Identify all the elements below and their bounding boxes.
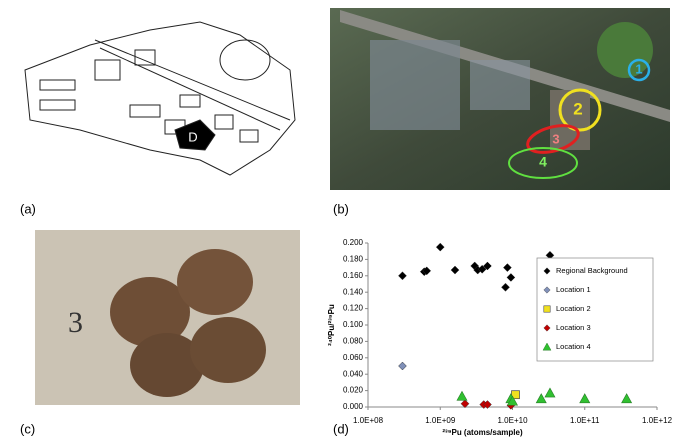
data-point [460, 399, 470, 409]
y-tick-label: 0.140 [343, 287, 364, 296]
legend-label: Location 4 [556, 342, 591, 351]
y-tick-label: 0.000 [343, 402, 364, 411]
data-point [398, 361, 407, 371]
legend-label: Location 2 [556, 304, 591, 313]
data-point [535, 393, 547, 404]
legend [536, 257, 654, 362]
y-tick-label: 0.120 [343, 304, 364, 313]
y-tick-label: 0.080 [343, 337, 364, 346]
data-point [544, 387, 556, 398]
y-tick-label: 0.160 [343, 271, 364, 280]
legend-marker [543, 267, 551, 275]
x-tick-label: 1.0E+12 [642, 416, 673, 425]
site-label: 3 [552, 131, 559, 146]
panel-label: (a) [20, 201, 36, 216]
site-label: 4 [539, 154, 547, 170]
map-marker: D [188, 129, 197, 144]
panel-label: (c) [20, 421, 35, 436]
data-point [422, 266, 432, 276]
legend-label: Location 1 [556, 285, 591, 294]
data-point [456, 390, 468, 401]
data-point [506, 273, 516, 282]
x-tick-label: 1.0E+09 [425, 416, 456, 425]
x-tick-label: 1.0E+08 [353, 416, 384, 425]
sample-number: 3 [68, 306, 83, 339]
y-tick-label: 0.200 [343, 238, 364, 247]
site-label: 2 [573, 99, 582, 118]
map [24, 21, 296, 176]
data-point [579, 393, 591, 404]
panel-label: (d) [333, 421, 349, 436]
data-point [435, 242, 445, 252]
data-point [483, 400, 492, 409]
legend-label: Location 3 [556, 323, 591, 332]
aerial-image [330, 8, 670, 190]
legend-marker [542, 342, 552, 351]
data-point [477, 264, 487, 274]
x-tick-label: 1.0E+10 [497, 416, 528, 425]
data-point [503, 263, 512, 272]
y-tick-label: 0.180 [343, 255, 364, 264]
y-axis-title: ²⁴⁰Pu/²³⁹Pu [327, 304, 336, 346]
data-point [506, 395, 519, 406]
x-axis-title: ²³⁹Pu (atoms/sample) [442, 428, 523, 437]
x-tick-label: 1.0E+11 [570, 416, 600, 425]
legend-label: Regional Background [556, 266, 628, 275]
data-point [621, 393, 633, 404]
y-tick-label: 0.060 [343, 353, 364, 362]
y-tick-label: 0.100 [343, 320, 364, 329]
legend-marker [543, 324, 551, 332]
site-label: 1 [635, 61, 642, 76]
data-point [501, 282, 510, 292]
sample-photo [35, 230, 300, 405]
legend-marker [543, 305, 551, 313]
data-point [483, 261, 492, 271]
data-point [398, 271, 407, 281]
legend-marker [543, 286, 551, 294]
y-tick-label: 0.020 [343, 386, 364, 395]
data-point [450, 265, 460, 275]
panel-label: (b) [333, 201, 349, 216]
scatter-chart: 0.000 0.020 0.040 0.060 0.080 0.100 0.120 0.140… [327, 238, 672, 437]
y-tick-label: 0.040 [343, 369, 364, 378]
